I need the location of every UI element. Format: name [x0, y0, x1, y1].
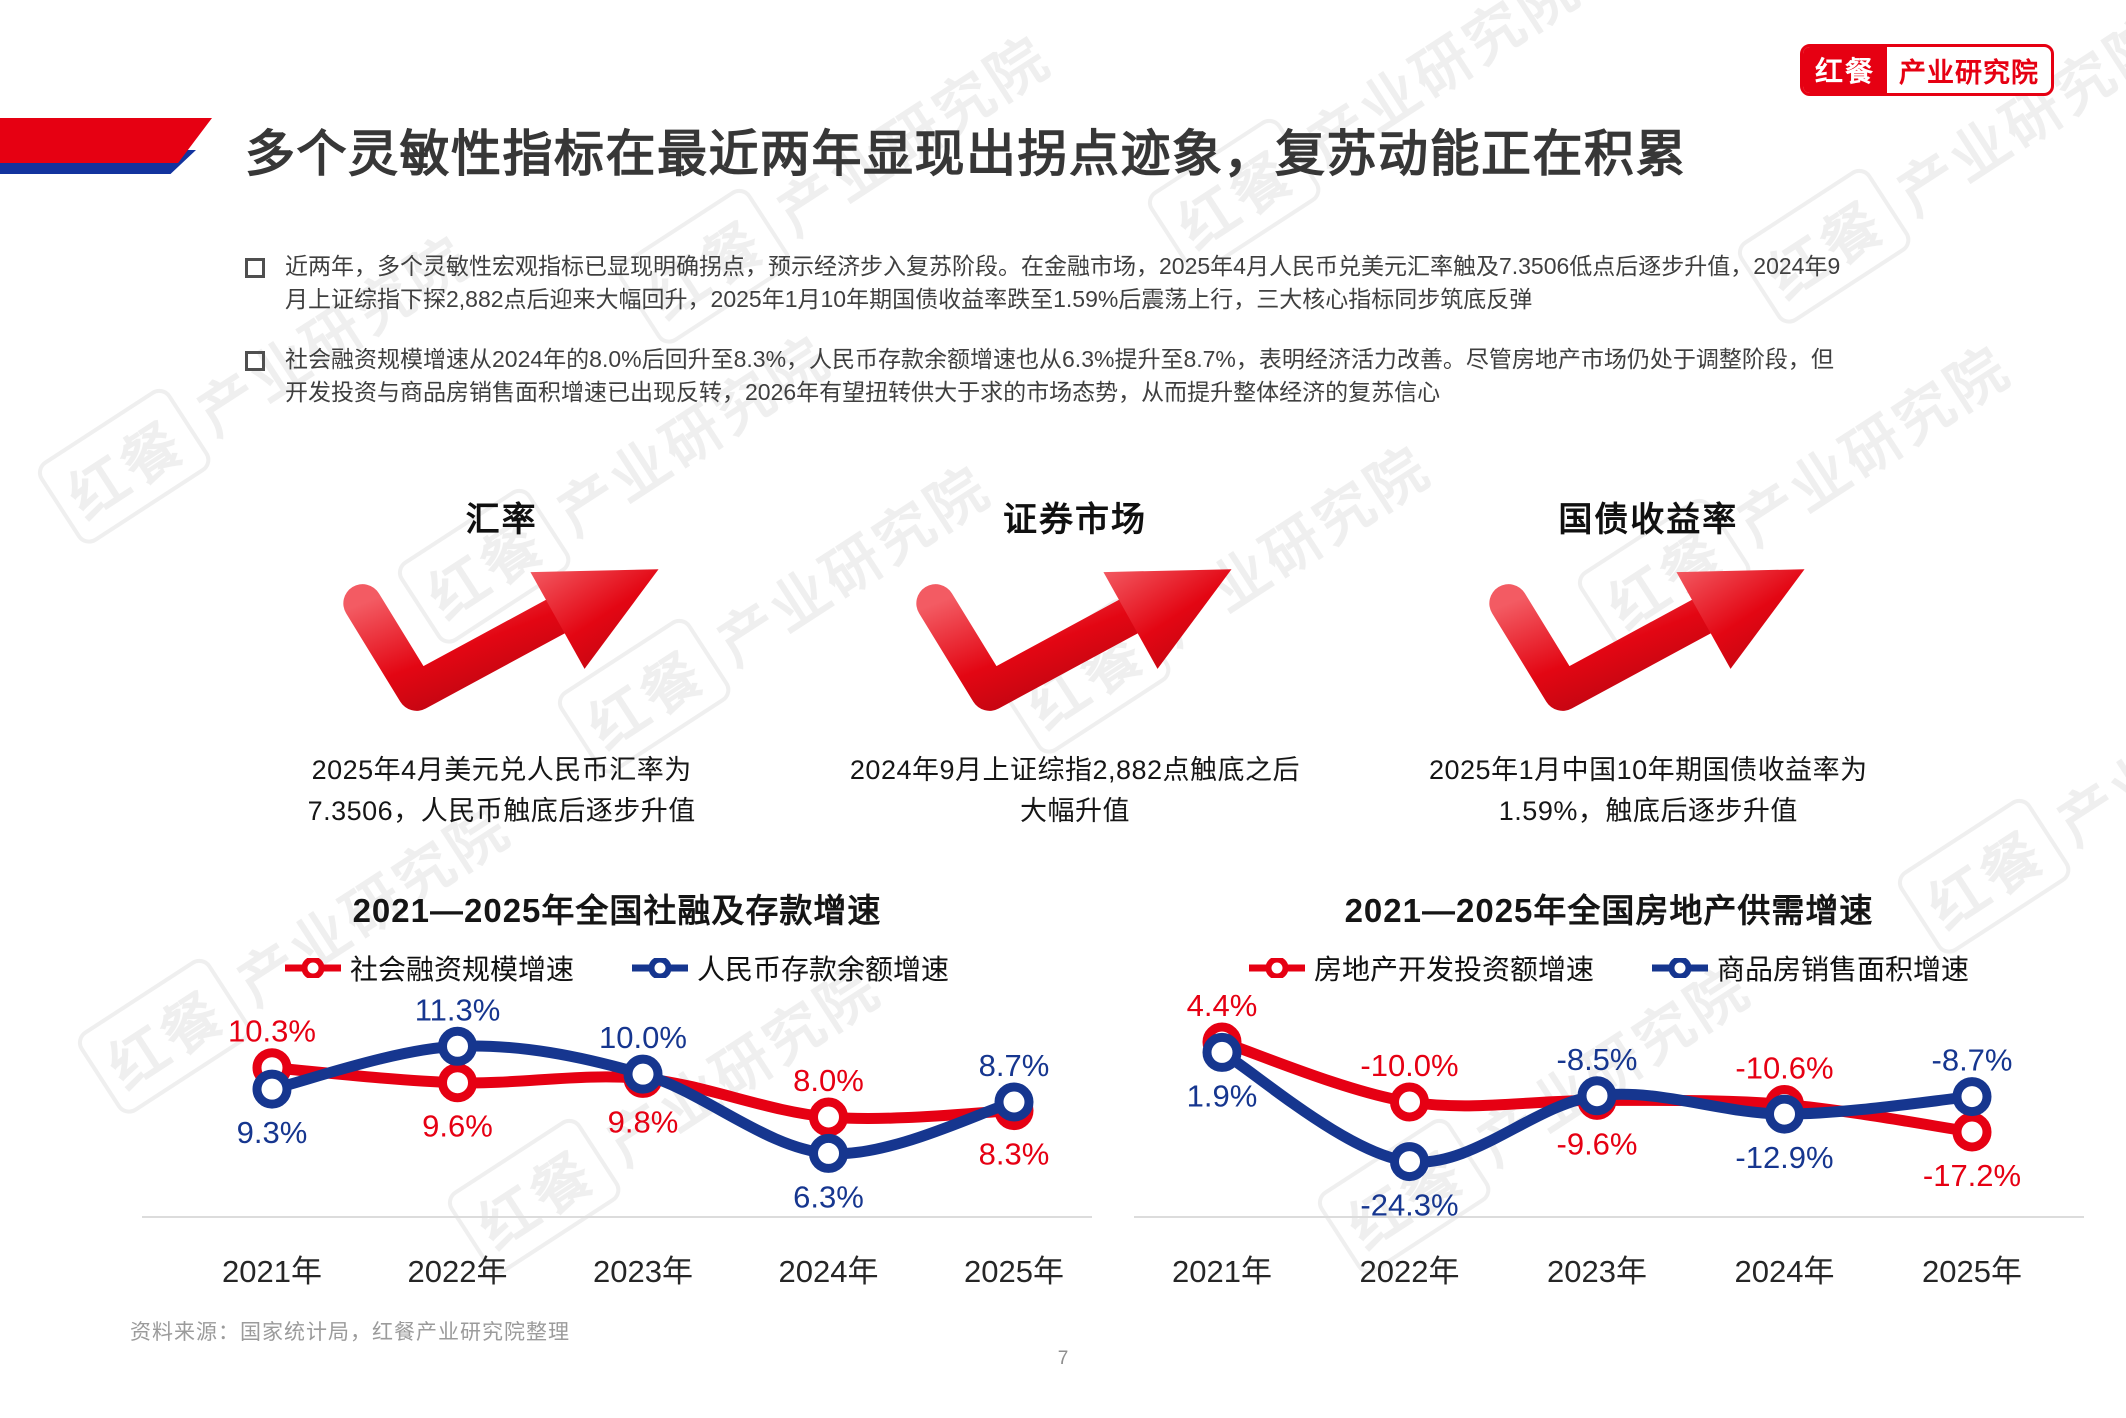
data-label: -10.0%: [1360, 1048, 1458, 1083]
logo-brand: 红餐: [1802, 47, 1887, 93]
x-axis-label: 2022年: [1360, 1254, 1460, 1289]
data-label: 8.0%: [793, 1063, 864, 1098]
title-ribbon-red: [0, 118, 212, 163]
x-axis-label: 2021年: [222, 1254, 322, 1289]
data-point-marker: [1202, 1032, 1242, 1072]
x-axis-label: 2025年: [1922, 1254, 2022, 1289]
legend-label: 社会融资规模增速: [349, 954, 574, 985]
indicator-title: 汇率: [465, 501, 538, 539]
data-label: 4.4%: [1187, 988, 1258, 1023]
data-point-marker: [1390, 1082, 1429, 1122]
line-chart-canvas: 2021年 2022年 2023年 2024年 2025年 10.3% 9.6% 9.8% 8.…: [142, 992, 1092, 1289]
bullet-text: 近两年，多个灵敏性宏观指标已显现明确拐点，预示经济步入复苏阶段。在金融市场，20…: [285, 253, 1841, 313]
line-chart-canvas: 2021年 2022年 2023年 2024年 2025年 4.4% -10.0% -9.6%…: [1134, 988, 2084, 1289]
data-label: -17.2%: [1923, 1158, 2021, 1193]
bullet-marker-icon: [245, 350, 265, 371]
legend-item: 人民币存款余额增速: [632, 948, 949, 988]
data-label: -12.9%: [1735, 1140, 1833, 1175]
data-point-marker: [1952, 1077, 1992, 1117]
logo-suffix: 产业研究院: [1899, 57, 2039, 88]
indicator-row: 汇率 2025年4月美元兑人民币汇率为7.3506，人民币触底后逐步升值 证券市…: [215, 492, 1935, 831]
x-axis-label: 2021年: [1172, 1254, 1272, 1289]
watermark-brand: 红餐: [32, 383, 216, 549]
data-point-marker: [623, 1054, 663, 1094]
legend-ring: [301, 958, 325, 978]
chart-title: 2021—2025年全国房地产供需增速: [1344, 892, 1874, 929]
data-point-marker: [809, 1133, 848, 1173]
data-label: 11.3%: [415, 992, 501, 1027]
indicator-caption: 2025年4月美元兑人民币汇率为7.3506，人民币触底后逐步升值: [307, 755, 696, 826]
indicator-title: 国债收益率: [1558, 501, 1739, 539]
x-axis-label: 2024年: [1735, 1254, 1835, 1289]
legend-marker-icon: [1248, 958, 1305, 978]
trend-up-arrow-icon: [342, 569, 659, 711]
legend-marker-icon: [284, 958, 341, 978]
trend-up-arrow-icon: [1489, 569, 1805, 711]
data-label: 9.3%: [237, 1115, 308, 1150]
legend-item: 商品房销售面积增速: [1652, 948, 1969, 988]
legend-label: 商品房销售面积增速: [1717, 954, 1970, 985]
data-point-marker: [1577, 1076, 1617, 1116]
bullet-item: 社会融资规模增速从2024年的8.0%后回升至8.3%，人民币存款余额增速也从6…: [245, 343, 1845, 410]
indicator-title: 证券市场: [1002, 501, 1147, 539]
chart-legend: 社会融资规模增速 人民币存款余额增速: [142, 948, 1092, 988]
watermark-text: 产业研究院: [1886, 4, 2126, 228]
data-label: 8.3%: [979, 1137, 1050, 1172]
data-point-marker: [438, 1063, 477, 1103]
company-logo: 红餐 产业研究院: [1799, 44, 2054, 96]
x-axis-label: 2023年: [593, 1254, 693, 1289]
data-label: 10.3%: [228, 1014, 316, 1049]
data-point-marker: [809, 1097, 848, 1137]
legend-ring: [1265, 958, 1289, 978]
data-label: 9.8%: [608, 1104, 679, 1139]
data-label: -8.7%: [1932, 1043, 2013, 1078]
indicator-caption: 2024年9月上证综指2,882点触底之后大幅升值: [849, 755, 1301, 826]
x-axis-label: 2024年: [779, 1254, 879, 1289]
legend-label: 人民币存款余额增速: [697, 954, 950, 985]
data-label: 8.7%: [979, 1048, 1050, 1083]
legend-marker-icon: [632, 958, 688, 978]
chart-social-financing: 2021—2025年全国社融及存款增速 社会融资规模增速 人民币存款余额增速 2…: [142, 884, 1092, 1302]
page-number: 7: [1057, 1348, 1069, 1369]
trend-up-arrow-icon: [916, 569, 1232, 711]
chart-legend: 房地产开发投资额增速 商品房销售面积增速: [1134, 948, 2084, 988]
chart-title: 2021—2025年全国社融及存款增速: [352, 892, 882, 929]
indicator-bond-yield: 国债收益率 2025年1月中国10年期国债收益率为1.59%，触底后逐步升值: [1362, 492, 1935, 831]
watermark-text: 产业研究院: [2046, 634, 2126, 858]
data-point-marker: [1390, 1142, 1429, 1182]
x-axis-label: 2025年: [964, 1254, 1064, 1289]
legend-item: 房地产开发投资额增速: [1248, 948, 1594, 988]
source-note: 资料来源：国家统计局，红餐产业研究院整理: [130, 1321, 570, 1344]
x-axis-label: 2022年: [408, 1254, 508, 1289]
data-label: 6.3%: [793, 1179, 864, 1214]
data-label: -10.6%: [1735, 1051, 1833, 1086]
data-label: -8.5%: [1557, 1042, 1638, 1077]
bullet-marker-icon: [245, 258, 265, 278]
legend-ring: [1668, 958, 1692, 978]
x-axis-label: 2023年: [1547, 1254, 1647, 1289]
data-point-marker: [252, 1069, 292, 1109]
data-point-marker: [994, 1082, 1034, 1122]
bullet-item: 近两年，多个灵敏性宏观指标已显现明确拐点，预示经济步入复苏阶段。在金融市场，20…: [245, 250, 1845, 317]
chart-real-estate: 2021—2025年全国房地产供需增速 房地产开发投资额增速 商品房销售面积增速…: [1134, 884, 2084, 1302]
indicator-exchange-rate: 汇率 2025年4月美元兑人民币汇率为7.3506，人民币触底后逐步升值: [215, 492, 788, 831]
bullet-text: 社会融资规模增速从2024年的8.0%后回升至8.3%，人民币存款余额增速也从6…: [285, 345, 1834, 406]
bullet-list: 近两年，多个灵敏性宏观指标已显现明确拐点，预示经济步入复苏阶段。在金融市场，20…: [245, 250, 1845, 435]
indicator-stock-market: 证券市场 2024年9月上证综指2,882点触底之后大幅升值: [788, 492, 1361, 831]
legend-item: 社会融资规模增速: [284, 948, 574, 988]
data-label: 1.9%: [1187, 1078, 1258, 1113]
legend-marker-icon: [1652, 958, 1708, 978]
data-label: 9.6%: [422, 1109, 493, 1144]
data-point-marker: [1952, 1112, 1992, 1152]
data-label: -24.3%: [1360, 1188, 1458, 1223]
legend-ring: [648, 958, 672, 978]
data-point-marker: [1765, 1094, 1804, 1134]
indicator-caption: 2025年1月中国10年期国债收益率为1.59%，触底后逐步升值: [1429, 755, 1868, 826]
data-label: -9.6%: [1557, 1126, 1638, 1161]
data-point-marker: [438, 1026, 477, 1066]
data-label: 10.0%: [599, 1020, 687, 1055]
legend-label: 房地产开发投资额增速: [1313, 954, 1594, 985]
page-title: 多个灵敏性指标在最近两年显现出拐点迹象，复苏动能正在积累: [245, 126, 1687, 182]
